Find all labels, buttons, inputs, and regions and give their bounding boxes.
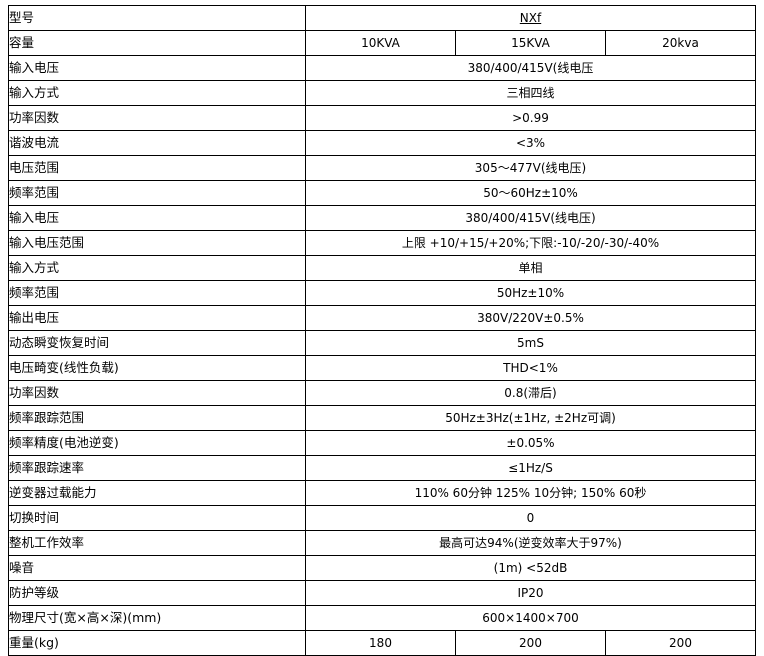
table-row: 频率跟踪速率 ≤1Hz/S	[8, 455, 756, 481]
table-row-model: 型号 NXf	[8, 5, 756, 31]
row-label: 电压畸变(线性负载)	[8, 355, 306, 381]
table-row: 电压范围 305～477V(线电压)	[8, 155, 756, 181]
row-label-model: 型号	[8, 5, 306, 31]
row-value: (1m) <52dB	[305, 555, 756, 581]
row-value: 单相	[305, 255, 756, 281]
row-label: 功率因数	[8, 105, 306, 131]
capacity-value-10kva: 10KVA	[305, 30, 456, 56]
row-label: 谐波电流	[8, 130, 306, 156]
row-value: <3%	[305, 130, 756, 156]
table-row: 整机工作效率 最高可达94%(逆变效率大于97%)	[8, 530, 756, 556]
row-value: ≤1Hz/S	[305, 455, 756, 481]
row-label: 物理尺寸(宽×高×深)(mm)	[8, 605, 306, 631]
table-row: 频率精度(电池逆变) ±0.05%	[8, 430, 756, 456]
row-label: 整机工作效率	[8, 530, 306, 556]
row-label: 输出电压	[8, 305, 306, 331]
row-label: 逆变器过载能力	[8, 480, 306, 506]
row-label: 动态瞬变恢复时间	[8, 330, 306, 356]
table-row: 谐波电流 <3%	[8, 130, 756, 156]
table-row: 输入方式 单相	[8, 255, 756, 281]
row-label: 输入电压范围	[8, 230, 306, 256]
capacity-value-15kva: 15KVA	[455, 30, 606, 56]
row-label: 输入电压	[8, 205, 306, 231]
table-row: 输入电压范围 上限 +10/+15/+20%;下限:-10/-20/-30/-4…	[8, 230, 756, 256]
row-label: 功率因数	[8, 380, 306, 406]
row-value: IP20	[305, 580, 756, 606]
row-value: 0	[305, 505, 756, 531]
table-row: 功率因数 0.8(滞后)	[8, 380, 756, 406]
table-row: 防护等级 IP20	[8, 580, 756, 606]
table-row: 频率范围 50Hz±10%	[8, 280, 756, 306]
table-row: 噪音 (1m) <52dB	[8, 555, 756, 581]
table-row: 物理尺寸(宽×高×深)(mm) 600×1400×700	[8, 605, 756, 631]
table-row: 输入电压 380/400/415V(线电压)	[8, 205, 756, 231]
row-value: 上限 +10/+15/+20%;下限:-10/-20/-30/-40%	[305, 230, 756, 256]
capacity-value-20kva: 20kva	[605, 30, 756, 56]
row-label: 输入电压	[8, 55, 306, 81]
row-value: 380V/220V±0.5%	[305, 305, 756, 331]
table-row: 功率因数 >0.99	[8, 105, 756, 131]
row-label: 电压范围	[8, 155, 306, 181]
row-value: 最高可达94%(逆变效率大于97%)	[305, 530, 756, 556]
row-value: 305～477V(线电压)	[305, 155, 756, 181]
row-label: 频率精度(电池逆变)	[8, 430, 306, 456]
table-row: 动态瞬变恢复时间 5mS	[8, 330, 756, 356]
row-label: 输入方式	[8, 255, 306, 281]
row-label: 频率范围	[8, 280, 306, 306]
table-row-weight: 重量(kg) 180 200 200	[8, 630, 756, 656]
row-value: 0.8(滞后)	[305, 380, 756, 406]
row-value: 380/400/415V(线电压)	[305, 205, 756, 231]
row-label-capacity: 容量	[8, 30, 306, 56]
row-value: 50～60Hz±10%	[305, 180, 756, 206]
row-value: 5mS	[305, 330, 756, 356]
row-label: 频率范围	[8, 180, 306, 206]
row-label: 输入方式	[8, 80, 306, 106]
weight-value-20kva: 200	[605, 630, 756, 656]
row-value: THD<1%	[305, 355, 756, 381]
row-value: 110% 60分钟 125% 10分钟; 150% 60秒	[305, 480, 756, 506]
specification-table: 型号 NXf 容量 10KVA 15KVA 20kva 输入电压 380/400…	[8, 5, 756, 656]
weight-value-10kva: 180	[305, 630, 456, 656]
row-value-model: NXf	[305, 5, 756, 31]
row-value: >0.99	[305, 105, 756, 131]
row-value: ±0.05%	[305, 430, 756, 456]
row-value: 380/400/415V(线电压	[305, 55, 756, 81]
row-label: 频率跟踪范围	[8, 405, 306, 431]
model-name-text: NXf	[519, 11, 542, 25]
table-row: 逆变器过载能力 110% 60分钟 125% 10分钟; 150% 60秒	[8, 480, 756, 506]
specification-table-body: 型号 NXf 容量 10KVA 15KVA 20kva 输入电压 380/400…	[8, 5, 756, 656]
row-value: 50Hz±10%	[305, 280, 756, 306]
table-row: 切换时间 0	[8, 505, 756, 531]
table-row: 输入电压 380/400/415V(线电压	[8, 55, 756, 81]
specification-table-container: 型号 NXf 容量 10KVA 15KVA 20kva 输入电压 380/400…	[8, 5, 756, 656]
row-value: 50Hz±3Hz(±1Hz, ±2Hz可调)	[305, 405, 756, 431]
row-label: 防护等级	[8, 580, 306, 606]
weight-value-15kva: 200	[455, 630, 606, 656]
table-row: 输出电压 380V/220V±0.5%	[8, 305, 756, 331]
table-row: 频率范围 50～60Hz±10%	[8, 180, 756, 206]
row-label: 频率跟踪速率	[8, 455, 306, 481]
row-label-weight: 重量(kg)	[8, 630, 306, 656]
row-value: 600×1400×700	[305, 605, 756, 631]
table-row-capacity: 容量 10KVA 15KVA 20kva	[8, 30, 756, 56]
row-label: 切换时间	[8, 505, 306, 531]
table-row: 电压畸变(线性负载) THD<1%	[8, 355, 756, 381]
row-label: 噪音	[8, 555, 306, 581]
row-value: 三相四线	[305, 80, 756, 106]
table-row: 输入方式 三相四线	[8, 80, 756, 106]
table-row: 频率跟踪范围 50Hz±3Hz(±1Hz, ±2Hz可调)	[8, 405, 756, 431]
